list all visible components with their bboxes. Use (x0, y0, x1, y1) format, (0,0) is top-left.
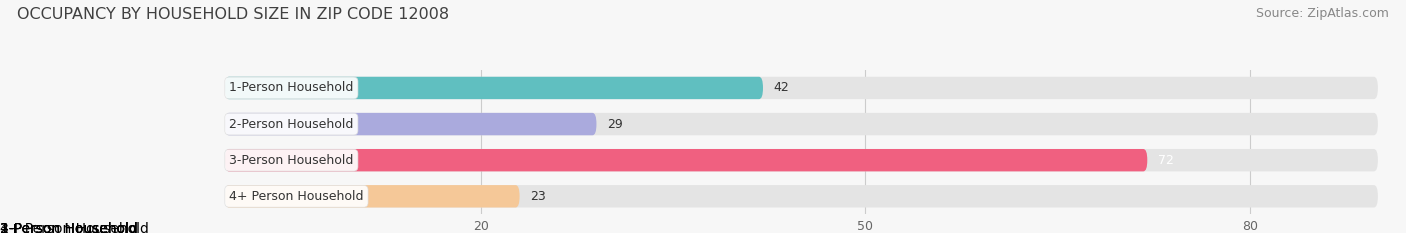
Text: 42: 42 (773, 82, 789, 94)
Text: 1-Person Household: 1-Person Household (229, 82, 353, 94)
FancyBboxPatch shape (225, 185, 1378, 208)
Text: 4+ Person Household: 4+ Person Household (0, 222, 149, 233)
Text: 3-Person Household: 3-Person Household (0, 222, 138, 233)
Text: Source: ZipAtlas.com: Source: ZipAtlas.com (1256, 7, 1389, 20)
Text: 4+ Person Household: 4+ Person Household (229, 190, 364, 203)
Text: OCCUPANCY BY HOUSEHOLD SIZE IN ZIP CODE 12008: OCCUPANCY BY HOUSEHOLD SIZE IN ZIP CODE … (17, 7, 449, 22)
FancyBboxPatch shape (225, 77, 763, 99)
Text: 2-Person Household: 2-Person Household (229, 118, 353, 130)
FancyBboxPatch shape (225, 149, 1378, 171)
FancyBboxPatch shape (225, 185, 520, 208)
FancyBboxPatch shape (225, 113, 596, 135)
Text: 23: 23 (530, 190, 546, 203)
Text: 29: 29 (607, 118, 623, 130)
FancyBboxPatch shape (225, 77, 1378, 99)
Text: 72: 72 (1157, 154, 1174, 167)
Text: 3-Person Household: 3-Person Household (229, 154, 353, 167)
FancyBboxPatch shape (225, 149, 1147, 171)
Text: 1-Person Household: 1-Person Household (0, 222, 138, 233)
FancyBboxPatch shape (225, 113, 1378, 135)
Text: 2-Person Household: 2-Person Household (0, 222, 138, 233)
